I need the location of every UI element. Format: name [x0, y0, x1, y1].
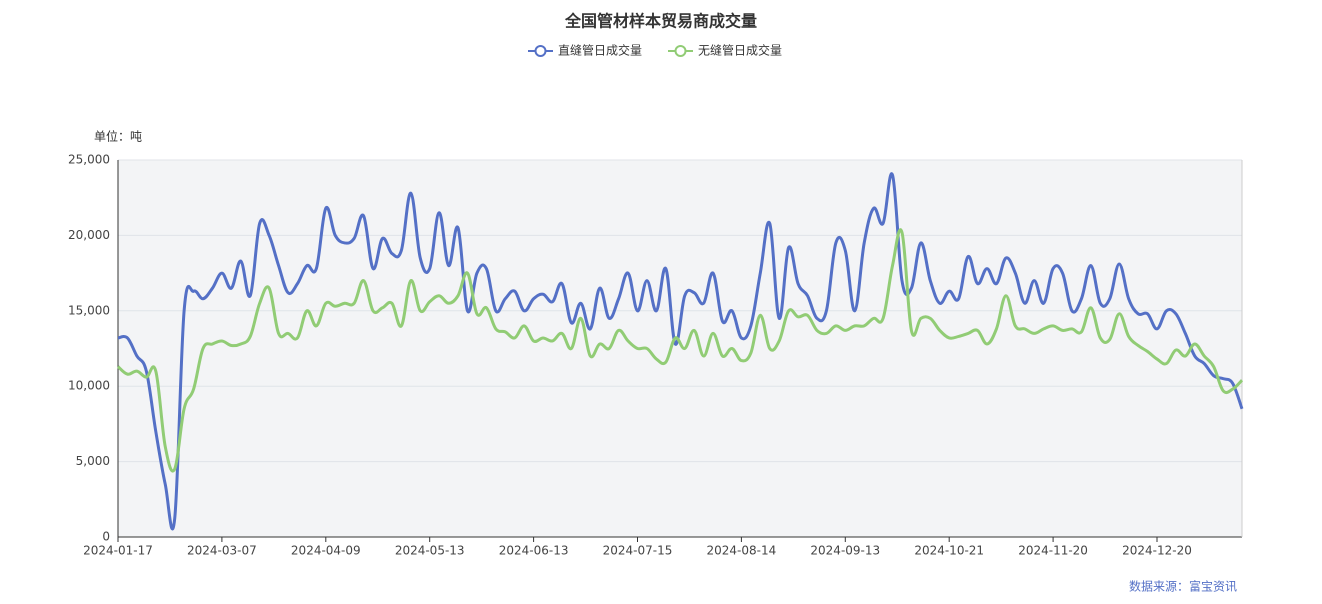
unit-label: 单位：吨 [94, 129, 142, 144]
y-tick-label: 0 [102, 530, 110, 544]
legend-item: 无缝管日成交量 [668, 43, 782, 58]
legend-marker [534, 45, 547, 57]
x-tick-label: 2024-06-13 [499, 544, 569, 558]
y-tick-label: 25,000 [68, 153, 110, 167]
x-tick-label: 2024-12-20 [1122, 544, 1192, 558]
x-tick-label: 2024-04-09 [291, 544, 361, 558]
legend-marker [674, 45, 687, 57]
series-line [117, 228, 1244, 473]
x-tick-label: 2024-07-15 [603, 544, 673, 558]
legend-label: 直缝管日成交量 [558, 43, 642, 58]
x-tick-label: 2024-05-13 [395, 544, 465, 558]
source-note: 数据来源：富宝资讯 [1129, 579, 1237, 594]
x-tick-label: 2024-11-20 [1018, 544, 1088, 558]
x-tick-label: 2024-08-14 [707, 544, 777, 558]
series-line [117, 172, 1244, 531]
y-tick-label: 15,000 [68, 303, 110, 317]
legend-label: 无缝管日成交量 [698, 43, 782, 58]
chart-title: 全国管材样本贸易商成交量 [564, 12, 757, 31]
y-tick-label: 5,000 [76, 454, 110, 468]
x-tick-label: 2024-03-07 [187, 544, 257, 558]
x-tick-label: 2024-10-21 [914, 544, 984, 558]
plot-area [118, 160, 1242, 537]
x-tick-label: 2024-01-17 [83, 544, 153, 558]
y-tick-label: 20,000 [68, 228, 110, 242]
y-tick-label: 10,000 [68, 379, 110, 393]
x-tick-label: 2024-09-13 [810, 544, 880, 558]
legend-item: 直缝管日成交量 [528, 43, 642, 58]
